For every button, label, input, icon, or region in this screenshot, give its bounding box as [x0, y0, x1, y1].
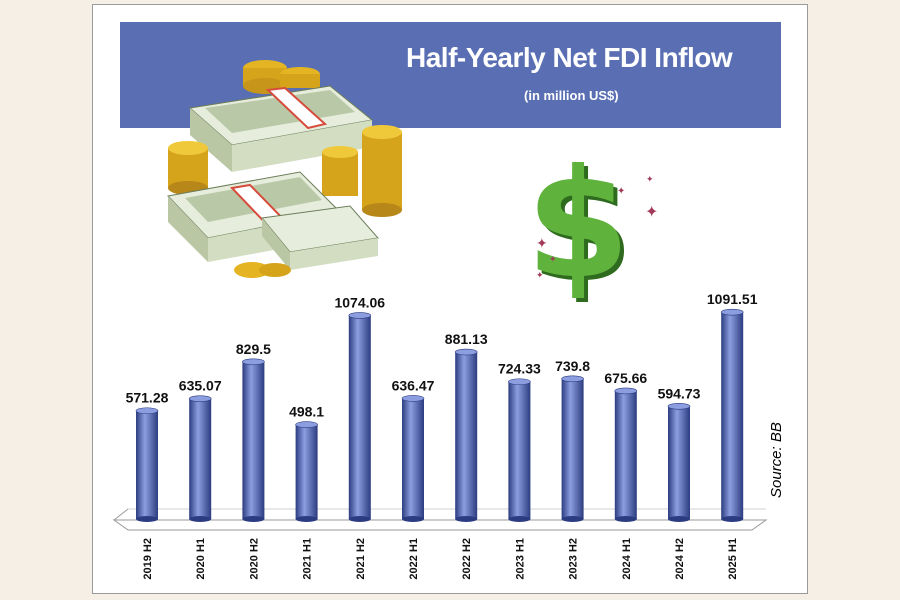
category-label: 2020 H2 — [248, 538, 260, 580]
category-label: 2021 H2 — [355, 538, 367, 580]
value-label: 571.28 — [126, 390, 169, 406]
category-label: 2023 H2 — [568, 538, 580, 580]
svg-text:$: $ — [530, 142, 634, 316]
value-label: 881.13 — [445, 331, 488, 347]
value-label: 829.5 — [236, 341, 271, 357]
chart-title: Half-Yearly Net FDI Inflow — [406, 42, 733, 73]
bar-6 — [454, 348, 478, 522]
bar-7 — [508, 378, 531, 522]
bar-9 — [614, 387, 638, 522]
bar-5 — [401, 395, 425, 522]
sparkle-icon: ✦ — [549, 254, 557, 264]
sparkle-icon: ✦ — [536, 235, 548, 251]
value-label: 635.07 — [179, 378, 222, 394]
dollar-sign-icon: $ $ ✦ ✦ ✦ ✦ ✦ ✦ — [526, 138, 659, 316]
bar-8 — [561, 375, 584, 522]
bar-2 — [242, 358, 265, 522]
sparkle-icon: ✦ — [645, 204, 658, 221]
value-label: 739.8 — [555, 358, 590, 374]
chart-bars: 571.28 2019 H2 635.07 2020 H1 829.5 2020 H2 49… — [126, 291, 758, 579]
money-stack-icon — [166, 60, 402, 278]
value-label: 724.33 — [498, 361, 541, 377]
bar-10 — [667, 402, 691, 522]
chart-baseline — [112, 519, 768, 531]
value-label: 498.1 — [289, 404, 324, 420]
bar-0 — [135, 407, 159, 522]
category-label: 2022 H1 — [408, 538, 420, 580]
sparkle-icon: ✦ — [536, 270, 544, 280]
category-label: 2024 H1 — [621, 538, 633, 580]
bar-3 — [295, 421, 318, 522]
svg-text:$: $ — [526, 138, 630, 312]
category-label: 2020 H1 — [195, 538, 207, 580]
value-label: 594.73 — [658, 385, 701, 401]
bar-4 — [348, 312, 372, 522]
sparkle-icon: ✦ — [617, 186, 625, 197]
category-label: 2024 H2 — [674, 538, 686, 580]
category-label: 2025 H1 — [727, 538, 739, 580]
bar-11 — [720, 308, 744, 522]
value-label: 1091.51 — [707, 291, 758, 307]
source-note: Source: BB — [768, 422, 785, 498]
category-label: 2023 H1 — [514, 538, 526, 580]
category-label: 2022 H2 — [461, 538, 473, 580]
chart-subtitle: (in million US$) — [524, 88, 619, 103]
value-label: 636.47 — [392, 377, 435, 393]
category-label: 2019 H2 — [142, 538, 154, 580]
sparkle-icon: ✦ — [646, 174, 654, 184]
value-label: 1074.06 — [334, 294, 385, 310]
value-label: 675.66 — [604, 370, 647, 386]
bar-1 — [188, 395, 212, 522]
category-label: 2021 H1 — [302, 538, 314, 580]
